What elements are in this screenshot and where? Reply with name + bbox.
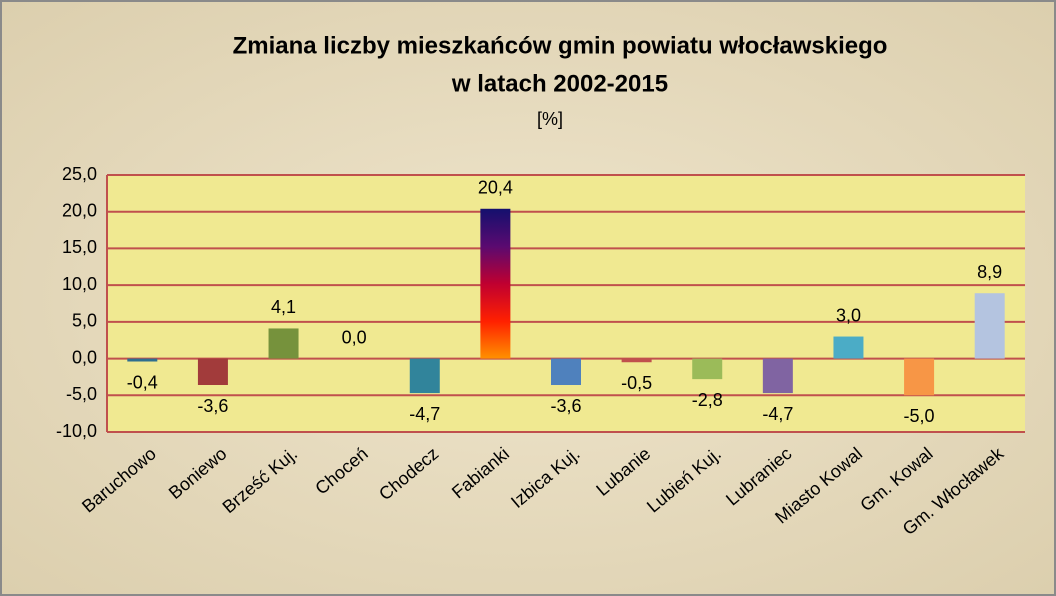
bar: [480, 208, 511, 359]
plot-area: [107, 175, 1025, 432]
y-tick-label: 0,0: [72, 347, 97, 367]
y-tick-label: 5,0: [72, 311, 97, 331]
bar: [127, 358, 158, 362]
data-label: -2,8: [692, 390, 723, 410]
bar: [974, 293, 1005, 359]
bar: [551, 358, 581, 386]
chart-title: Zmiana liczby mieszkańców gmin powiatu w…: [233, 32, 888, 59]
data-label: 3,0: [836, 305, 861, 325]
chart-title: w latach 2002-2015: [451, 70, 668, 97]
data-label: 8,9: [977, 262, 1002, 282]
data-label: -3,6: [197, 396, 228, 416]
bar: [904, 358, 935, 396]
data-label: 4,1: [271, 297, 296, 317]
bar: [621, 358, 652, 363]
y-tick-label: -5,0: [66, 384, 97, 404]
data-label: -3,6: [550, 396, 581, 416]
y-tick-label: 15,0: [62, 237, 97, 257]
bar: [409, 358, 440, 394]
data-label: -5,0: [904, 406, 935, 426]
data-label: 0,0: [342, 327, 367, 347]
y-tick-label: 20,0: [62, 200, 97, 220]
bar: [197, 358, 228, 386]
chart-subtitle: [%]: [537, 109, 563, 129]
y-tick-label: -10,0: [56, 421, 97, 441]
y-tick-label: 10,0: [62, 274, 97, 294]
data-label: 20,4: [478, 178, 513, 198]
data-label: -4,7: [409, 404, 440, 424]
bar: [762, 358, 793, 394]
y-tick-label: 25,0: [62, 164, 97, 184]
bar: [268, 328, 299, 359]
data-label: -4,7: [762, 404, 793, 424]
data-label: -0,4: [127, 372, 158, 392]
bar: [833, 336, 864, 359]
bar: [692, 358, 723, 380]
data-label: -0,5: [621, 373, 652, 393]
